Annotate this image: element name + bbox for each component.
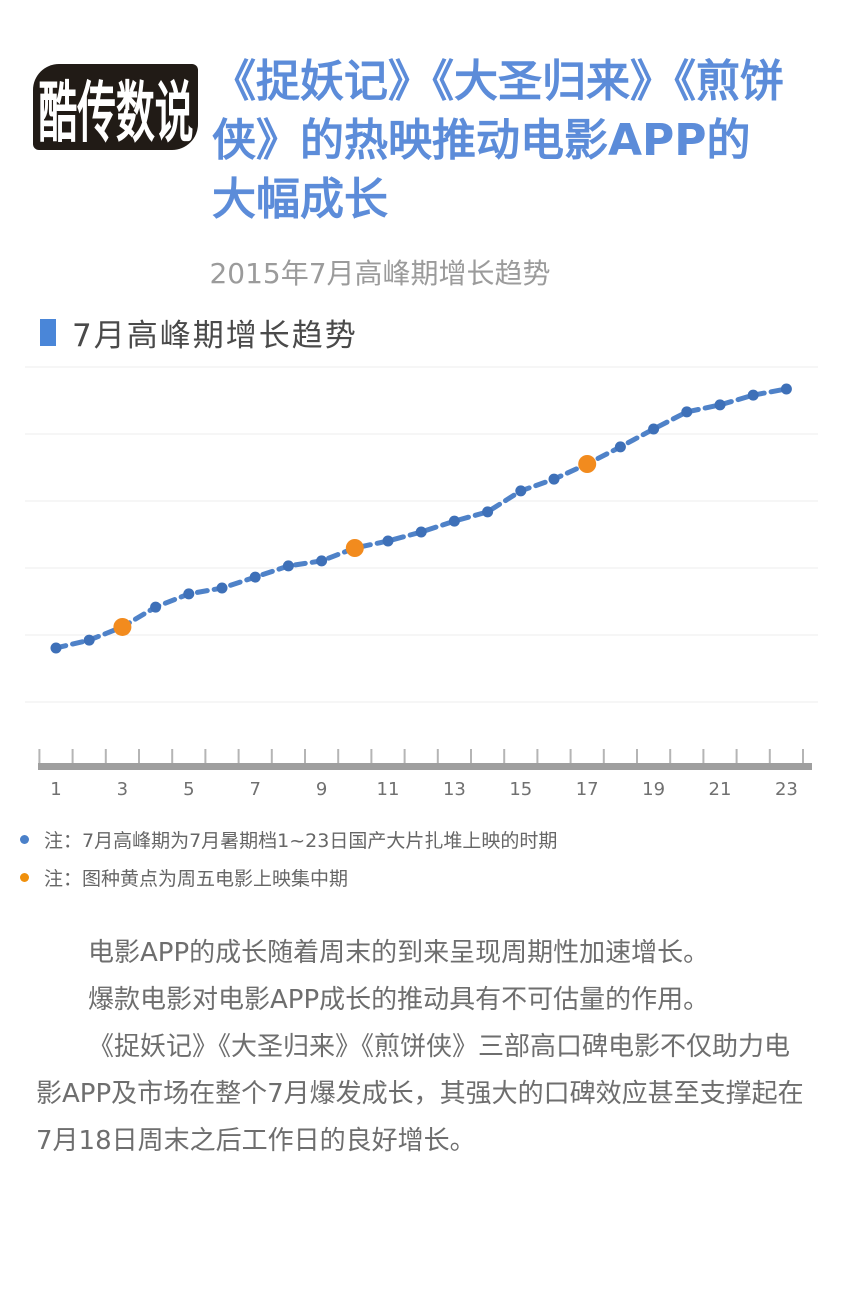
x-axis-label: 3 <box>117 779 128 800</box>
data-point-day-12 <box>415 526 427 538</box>
x-axis-label: 19 <box>642 779 665 800</box>
note-peak-period-text: 注：7月高峰期为7月暑期档1~23日国产大片扎堆上映的时期 <box>44 829 558 852</box>
chart-subtitle: 2015年7月高峰期增长趋势 <box>209 257 551 290</box>
section-title: 7月高峰期增长趋势 <box>72 318 358 354</box>
x-axis-label: 5 <box>183 779 194 800</box>
note-peak-period: 注：7月高峰期为7月暑期档1~23日国产大片扎堆上映的时期 <box>20 824 557 854</box>
x-axis-label: 15 <box>509 779 532 800</box>
orange-bullet-icon <box>20 872 29 882</box>
highlight-point-day-10 <box>345 539 364 557</box>
section-header: 7月高峰期增长趋势 <box>40 310 358 355</box>
highlight-point-day-17 <box>578 455 597 473</box>
data-point-day-20 <box>681 406 693 418</box>
note-yellow-points: 注：图种黄点为周五电影上映集中期 <box>20 862 348 892</box>
highlight-point-day-3 <box>113 617 132 636</box>
x-axis-label: 23 <box>775 779 798 800</box>
title-line-2: 侠》的热映推动电影APP的 <box>212 115 751 166</box>
data-point-day-9 <box>316 555 328 567</box>
section-marker-icon <box>40 319 56 346</box>
data-point-day-18 <box>614 441 626 453</box>
data-point-day-7 <box>249 571 261 583</box>
analysis-text: 电影APP的成长随着周末的到来呈现周期性加速增长。 爆款电影对电影APP成长的推… <box>36 930 810 1165</box>
data-point-day-8 <box>282 560 294 572</box>
growth-line-chart: 1 3 5 7 9 11 13 15 17 19 21 23 <box>25 366 818 800</box>
data-point-day-21 <box>714 399 726 411</box>
x-axis-bar <box>38 763 812 770</box>
data-point-day-13 <box>448 515 460 527</box>
x-axis-label: 7 <box>249 779 260 800</box>
data-point-day-6 <box>216 582 228 594</box>
data-point-day-1 <box>50 642 62 654</box>
data-point-day-15 <box>515 485 527 497</box>
data-point-day-4 <box>150 601 162 613</box>
analysis-paragraph-2: 爆款电影对电影APP成长的推动具有不可估量的作用。 <box>88 985 710 1015</box>
analysis-paragraph-3: 《捉妖记》《大圣归来》《煎饼侠》三部高口碑电影不仅助力电影APP及市场在整个7月… <box>36 1032 804 1156</box>
x-axis-label: 21 <box>709 779 732 800</box>
data-point-day-19 <box>648 423 660 435</box>
data-point-day-5 <box>183 588 195 600</box>
blue-bullet-icon <box>20 834 29 844</box>
logo: 酷传数说 <box>33 64 198 152</box>
title-line-1: 《捉妖记》《大圣归来》《煎饼 <box>212 56 784 107</box>
data-point-day-23 <box>780 383 792 395</box>
data-point-day-11 <box>382 535 394 547</box>
x-axis-label: 1 <box>50 779 61 800</box>
x-axis-label: 17 <box>576 779 599 800</box>
logo-text: 酷传数说 <box>38 75 193 153</box>
page-title: 《捉妖记》《大圣归来》《煎饼 侠》的热映推动电影APP的 大幅成长 <box>212 52 837 229</box>
x-axis-label: 11 <box>377 779 400 800</box>
x-axis-label: 9 <box>316 779 327 800</box>
data-point-day-2 <box>83 634 95 646</box>
data-point-day-16 <box>548 473 560 485</box>
data-point-day-14 <box>482 506 494 518</box>
note-yellow-points-text: 注：图种黄点为周五电影上映集中期 <box>44 867 349 890</box>
x-axis-label: 13 <box>443 779 466 800</box>
trend-line <box>53 386 789 651</box>
title-line-3: 大幅成长 <box>212 174 388 225</box>
data-point-day-22 <box>747 389 759 401</box>
analysis-paragraph-1: 电影APP的成长随着周末的到来呈现周期性加速增长。 <box>88 938 710 968</box>
